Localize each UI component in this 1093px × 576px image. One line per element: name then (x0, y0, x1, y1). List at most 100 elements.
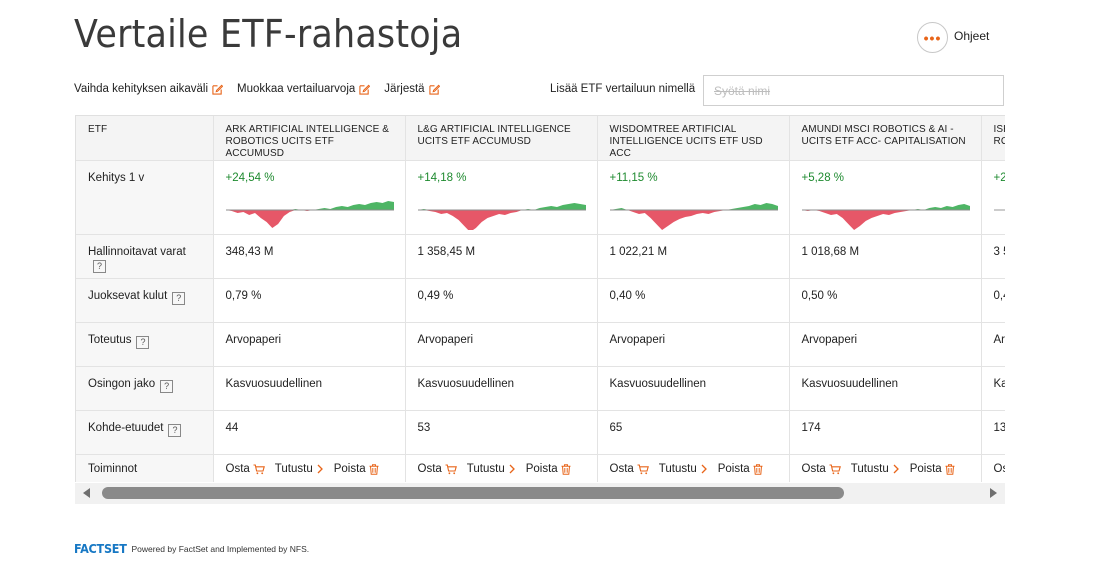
table-row: Kohde-etuudet? 44 53 65 174 13 (76, 410, 1005, 455)
actions-cell: Osta Tutustu Poista (597, 454, 790, 482)
actions-cell: Osta Tutustu Poista (405, 454, 598, 482)
sort-label: Järjestä (384, 83, 425, 95)
help-icon[interactable]: ? (93, 260, 106, 273)
sparkline-chart (609, 203, 778, 230)
cart-icon (445, 463, 457, 474)
edit-icon (359, 84, 371, 95)
buy-label: Osta (225, 463, 250, 475)
explore-button[interactable]: Tutustu (659, 463, 708, 475)
help-label[interactable]: Ohjeet (954, 29, 990, 43)
explore-button[interactable]: Tutustu (851, 463, 900, 475)
holdings-cell: 44 (213, 410, 406, 455)
etf-search-input[interactable] (703, 75, 1004, 106)
aum-cell: 1 358,45 M (405, 234, 598, 279)
distribution-cell: Kasvuosuudellinen (597, 366, 790, 411)
remove-button[interactable]: Poista (910, 463, 955, 475)
table-row: Kehitys 1 v +24,54 % +14,18 % +11,15 % +… (76, 160, 1006, 235)
factset-logo: FACTSET (74, 541, 127, 556)
buy-button[interactable]: Osta (802, 463, 841, 475)
holdings-cell: 13 (981, 410, 1005, 455)
change-period-link[interactable]: Vaihda kehityksen aikaväli (74, 83, 224, 95)
chevron-right-icon (701, 464, 707, 474)
sparkline-negative-area (609, 210, 778, 230)
scrollbar-thumb[interactable] (102, 487, 844, 499)
replication-cell: Arvopaperi (405, 322, 598, 367)
remove-button[interactable]: Poista (334, 463, 379, 475)
row-label-text: Toteutus (88, 334, 132, 346)
table-row: Toteutus? Arvopaperi Arvopaperi Arvopape… (76, 322, 1005, 367)
trash-icon (753, 463, 763, 475)
row-label: Juoksevat kulut? (76, 278, 214, 323)
row-label-text: Osingon jako (88, 378, 156, 390)
performance-cell: +14,18 % (405, 160, 598, 235)
add-etf-label: Lisää ETF vertailuun nimellä (550, 83, 696, 95)
row-label: Kehitys 1 v (76, 160, 214, 235)
chevron-right-icon (509, 464, 515, 474)
remove-label: Poista (333, 463, 366, 475)
buy-button[interactable]: Osta (610, 463, 649, 475)
buy-label: Osta (417, 463, 442, 475)
action-group: Osta Tutustu Poista (610, 463, 777, 475)
row-label: Osingon jako? (76, 366, 214, 411)
buy-button[interactable]: Osta (994, 463, 1006, 475)
table-row: Juoksevat kulut? 0,79 % 0,49 % 0,40 % 0,… (76, 278, 1005, 323)
scroll-right-arrow-icon[interactable] (990, 488, 997, 498)
sparkline-negative-area (225, 210, 394, 228)
row-label: Toiminnot (76, 454, 214, 482)
explore-button[interactable]: Tutustu (467, 463, 516, 475)
table-row: Osingon jako? Kasvuosuudellinen Kasvuosu… (76, 366, 1005, 411)
performance-cell: +24,54 % (213, 160, 406, 235)
fees-cell: 0,79 % (213, 278, 406, 323)
header-row: ETF ARK ARTIFICIAL INTELLIGENCE & ROBOTI… (76, 116, 1005, 161)
aum-cell: 3 5 (981, 234, 1005, 279)
distribution-cell: Kasvuosuudellinen (213, 366, 406, 411)
buy-button[interactable]: Osta (418, 463, 457, 475)
help-button[interactable]: ••• (917, 22, 948, 53)
fees-cell: 0,49 % (405, 278, 598, 323)
explore-button[interactable]: Tutustu (275, 463, 324, 475)
replication-cell: Ar (981, 322, 1005, 367)
help-icon[interactable]: ? (172, 292, 186, 305)
table-row: Hallinnoitavat varat? 348,43 M 1 358,45 … (76, 234, 1005, 279)
toolbar: Vaihda kehityksen aikaväli Muokkaa verta… (74, 83, 454, 95)
explore-label: Tutustu (850, 463, 889, 475)
scroll-left-arrow-icon[interactable] (83, 488, 90, 498)
fees-cell: 0,40 % (597, 278, 790, 323)
aum-cell: 1 022,21 M (597, 234, 790, 279)
fees-cell: 0,50 % (789, 278, 982, 323)
replication-cell: Arvopaperi (597, 322, 790, 367)
sparkline-positive-area (801, 204, 970, 210)
sparkline-chart (417, 203, 586, 230)
edit-values-link[interactable]: Muokkaa vertailuarvoja (237, 83, 371, 95)
remove-label: Poista (525, 463, 558, 475)
buy-label: Osta (801, 463, 826, 475)
horizontal-scrollbar[interactable] (75, 483, 1005, 504)
remove-button[interactable]: Poista (718, 463, 763, 475)
sort-link[interactable]: Järjestä (384, 83, 440, 95)
perf-value: +11,15 % (609, 172, 658, 184)
help-icon[interactable]: ? (136, 336, 150, 349)
buy-label: Osta (993, 463, 1006, 475)
perf-value: +14,18 % (417, 172, 467, 184)
chevron-right-icon (893, 464, 899, 474)
perf-value: +2 (993, 172, 1006, 184)
help-icon[interactable]: ? (168, 424, 182, 437)
holdings-cell: 65 (597, 410, 790, 455)
change-period-label: Vaihda kehityksen aikaväli (74, 83, 209, 95)
sparkline-chart (993, 209, 1005, 211)
actions-cell: Osta Tutustu Poista (213, 454, 406, 482)
etf-name-header: L&G ARTIFICIAL INTELLIGENCE UCITS ETF AC… (405, 116, 598, 161)
etf-name-header: AMUNDI MSCI ROBOTICS & AI -UCITS ETF ACC… (789, 116, 982, 161)
sparkline-negative-area (417, 210, 586, 230)
etf-header-label: ETF (76, 116, 214, 161)
replication-cell: Arvopaperi (789, 322, 982, 367)
distribution-cell: Kasvuosuudellinen (405, 366, 598, 411)
chevron-right-icon (317, 464, 323, 474)
help-icon[interactable]: ? (160, 380, 174, 393)
footer-text: Powered by FactSet and Implemented by NF… (131, 543, 310, 554)
buy-button[interactable]: Osta (226, 463, 265, 475)
remove-label: Poista (717, 463, 750, 475)
remove-button[interactable]: Poista (526, 463, 571, 475)
edit-icon (428, 84, 440, 95)
